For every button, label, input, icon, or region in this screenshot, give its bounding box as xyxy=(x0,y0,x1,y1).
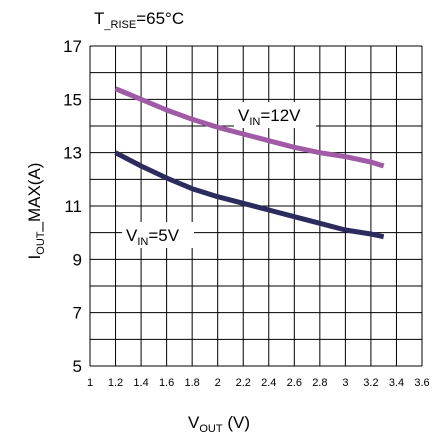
y-tick-label: 17 xyxy=(63,37,82,56)
x-tick-label: 3.2 xyxy=(363,377,378,389)
x-tick-label: 2.6 xyxy=(287,377,302,389)
x-tick-label: 3 xyxy=(342,377,348,389)
x-tick-label: 2.4 xyxy=(261,377,276,389)
y-tick-label: 13 xyxy=(63,144,82,163)
x-tick-label: 2.8 xyxy=(312,377,327,389)
x-tick-label: 3.6 xyxy=(414,377,429,389)
x-tick-labels: 1 1.2 1.4 1.6 1.8 2 2.2 2.4 2.6 2.8 3 3.2 3.4 3.6 xyxy=(87,377,430,389)
y-tick-label: 11 xyxy=(64,197,82,216)
series-label-5v: VIN=5V xyxy=(126,226,180,248)
x-axis-title: VOUT (V) xyxy=(188,413,250,435)
y-tick-label: 7 xyxy=(73,304,82,323)
x-tick-label: 2.2 xyxy=(236,377,251,389)
x-tick-label: 1.4 xyxy=(133,377,148,389)
y-tick-labels: 5 7 9 11 13 15 17 xyxy=(63,37,82,376)
x-tick-label: 1 xyxy=(87,377,93,389)
series-label-12v: VIN=12V xyxy=(238,106,301,128)
y-tick-label: 5 xyxy=(73,357,82,376)
y-tick-label: 9 xyxy=(73,250,82,269)
x-tick-label: 1.8 xyxy=(185,377,200,389)
y-tick-label: 15 xyxy=(63,90,82,109)
y-axis-title: IOUT_MAX(A) xyxy=(25,163,47,260)
chart-title: T_RISE=65°C xyxy=(94,9,184,31)
x-tick-label: 1.2 xyxy=(108,377,123,389)
x-tick-label: 1.6 xyxy=(159,377,174,389)
x-tick-label: 2 xyxy=(215,377,221,389)
x-tick-label: 3.4 xyxy=(389,377,404,389)
